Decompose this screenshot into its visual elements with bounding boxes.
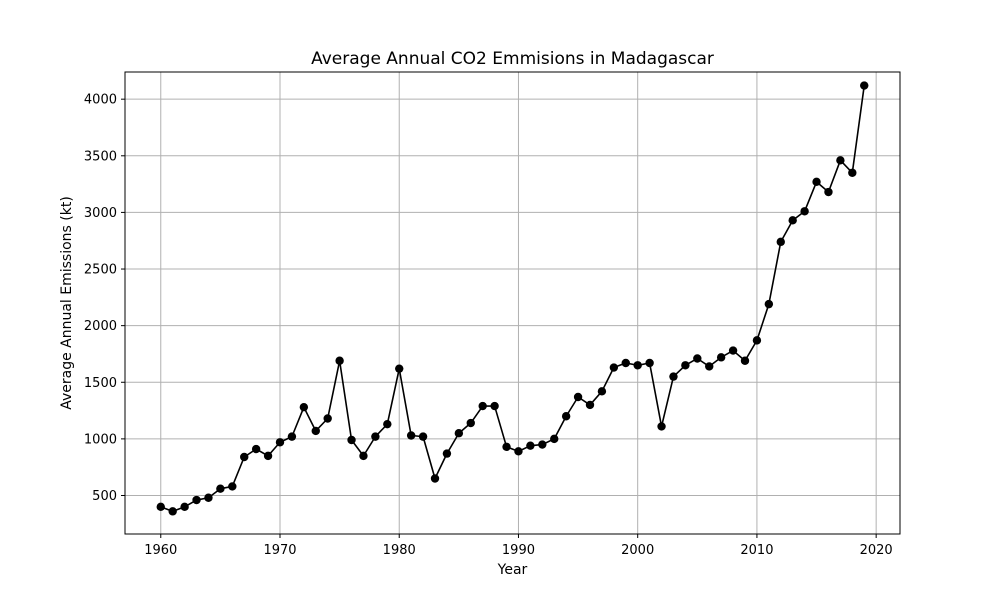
x-tick-label: 1980 [383,543,416,558]
data-point-1964 [204,493,213,502]
data-point-1994 [561,412,571,421]
data-point-1986 [466,418,475,428]
data-point-2006 [705,362,714,371]
chart-title: Average Annual CO2 Emmisions in Madagasc… [311,49,714,69]
data-point-1965 [216,484,225,493]
data-points [156,81,869,516]
data-point-1996 [585,400,595,410]
data-point-1971 [287,432,297,441]
data-point-1974 [323,414,332,423]
data-point-1973 [311,426,320,436]
data-point-1976 [347,435,356,445]
data-point-1990 [514,447,523,456]
y-tick-label: 1000 [84,432,117,447]
data-point-1991 [526,441,535,450]
data-point-1961 [168,507,177,516]
data-point-1985 [454,429,464,438]
data-point-2008 [728,346,738,355]
data-point-1969 [263,451,273,461]
data-point-1992 [538,440,547,449]
y-axis-label: Average Annual Emissions (kt) [59,196,75,410]
data-point-1979 [383,419,392,429]
data-point-1984 [442,449,452,458]
data-point-2003 [669,372,678,381]
data-point-1987 [478,401,487,411]
y-axis-ticks: 500 1000 1500 2000 2500 3000 3500 4000 [84,93,125,504]
data-point-1972 [299,402,309,412]
x-axis-label: Year [497,562,528,578]
x-tick-label: 2020 [860,543,893,558]
data-point-1981 [406,431,416,440]
grid [125,72,900,534]
data-point-2019 [860,81,869,90]
data-point-1982 [418,432,428,441]
data-point-2010 [752,336,762,345]
x-tick-label: 2000 [621,543,654,558]
data-point-1966 [228,482,237,491]
data-point-2011 [764,299,774,309]
x-tick-label: 2010 [740,543,773,558]
x-tick-label: 1990 [502,543,535,558]
data-point-2001 [645,358,654,368]
y-tick-label: 2000 [84,319,117,334]
data-point-2012 [776,237,785,247]
x-tick-label: 1970 [263,543,296,558]
data-point-1998 [609,363,619,372]
data-point-2018 [848,168,857,177]
y-tick-label: 4000 [84,93,117,108]
data-point-1968 [251,444,261,454]
data-point-1989 [502,442,511,452]
data-point-2005 [693,354,702,363]
x-tick-label: 1960 [144,543,177,558]
y-tick-label: 2500 [84,263,117,278]
x-axis-ticks: 1960 1970 1980 1990 2000 2010 2020 [144,534,893,558]
data-point-2007 [716,353,726,362]
data-point-1963 [192,495,201,505]
data-point-2009 [740,356,750,365]
data-point-2016 [824,187,833,197]
y-tick-label: 3000 [84,206,117,221]
data-point-2017 [836,156,845,165]
y-tick-label: 500 [92,489,117,504]
data-point-1999 [621,358,630,368]
data-point-1975 [335,356,344,365]
data-point-2000 [633,361,642,370]
data-point-2013 [788,216,797,225]
data-point-1962 [180,502,189,512]
data-point-2002 [657,422,666,431]
data-point-1983 [430,474,440,483]
y-tick-label: 1500 [84,376,117,391]
data-point-1967 [240,452,249,462]
data-point-1980 [395,364,404,373]
data-point-1977 [359,451,368,461]
data-point-1960 [156,502,165,512]
data-point-1995 [573,392,583,402]
plot-frame [124,71,901,535]
data-point-2014 [800,207,809,216]
data-point-2015 [812,177,821,187]
data-point-1970 [275,438,285,447]
data-point-1988 [490,401,499,411]
data-point-1997 [597,387,607,396]
data-point-1978 [371,432,380,441]
data-point-2004 [681,361,690,370]
data-point-1993 [550,434,559,444]
y-tick-label: 3500 [84,149,117,164]
